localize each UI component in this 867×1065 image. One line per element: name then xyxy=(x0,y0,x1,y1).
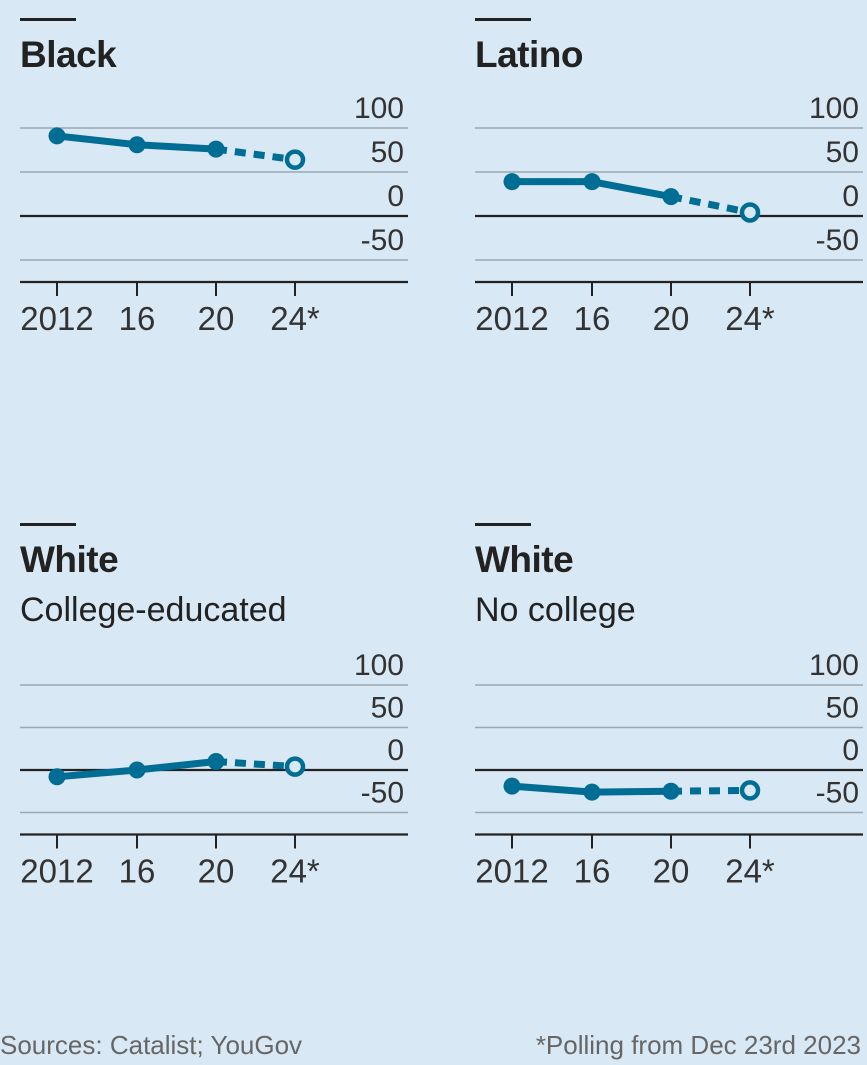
y-tick-label: 50 xyxy=(371,136,404,169)
y-tick-label: 100 xyxy=(354,92,404,125)
projected-point xyxy=(284,149,306,170)
data-point xyxy=(583,173,601,191)
x-tick-label: 20 xyxy=(198,300,235,337)
data-point xyxy=(128,761,146,779)
title-rule xyxy=(475,523,531,526)
line-chart-latino: 100 50 0 -50 2012 16 20 24* xyxy=(475,92,863,337)
x-tick-label: 2012 xyxy=(20,300,93,337)
data-point xyxy=(207,753,225,770)
y-tick-label: 0 xyxy=(842,734,859,767)
y-tick-label: -50 xyxy=(361,224,404,257)
x-tick-label: 20 xyxy=(653,300,690,337)
source-note: Sources: Catalist; YouGov xyxy=(0,1030,303,1060)
x-tick-label: 24* xyxy=(725,300,775,337)
data-point xyxy=(503,173,521,191)
panel-white-no-college: White No college 100 50 0 -50 2012 16 20 24* xyxy=(475,523,867,1023)
y-tick-label: -50 xyxy=(361,777,404,810)
x-tick-label: 24* xyxy=(270,300,320,337)
y-tick-label: -50 xyxy=(816,777,859,810)
title-rule xyxy=(475,18,531,21)
data-point xyxy=(48,768,66,786)
y-tick-label: 50 xyxy=(826,136,859,169)
x-tick-label: 2012 xyxy=(475,853,548,890)
line-chart-white-college: 100 50 0 -50 2012 16 20 24* xyxy=(20,649,408,890)
x-tick-label: 24* xyxy=(270,853,320,890)
x-tick-label: 16 xyxy=(119,853,156,890)
projected-line xyxy=(215,758,296,771)
projected-line xyxy=(215,145,296,164)
y-tick-label: 0 xyxy=(387,734,404,767)
y-tick-label: 50 xyxy=(826,692,859,725)
y-tick-label: 50 xyxy=(371,692,404,725)
x-tick-label: 20 xyxy=(653,853,690,890)
panel-latino: Latino 100 50 0 -50 2012 16 20 24* xyxy=(475,18,867,478)
x-tick-label: 24* xyxy=(725,853,775,890)
chart-title: Latino xyxy=(475,34,583,75)
x-tick-label: 16 xyxy=(119,300,156,337)
projected-line xyxy=(670,786,751,795)
x-tick-label: 20 xyxy=(198,853,235,890)
projected-point xyxy=(739,202,761,223)
data-point xyxy=(128,136,146,154)
x-tick-label: 16 xyxy=(574,300,611,337)
y-tick-label: 100 xyxy=(809,92,859,125)
chart-subtitle: No college xyxy=(475,591,636,629)
line-chart-black: 100 50 0 -50 2012 16 20 24* xyxy=(20,92,408,337)
y-tick-label: 100 xyxy=(809,649,859,682)
y-tick-label: 0 xyxy=(842,180,859,213)
x-tick-label: 16 xyxy=(574,853,611,890)
chart-subtitle: College-educated xyxy=(20,591,287,629)
y-tick-label: 100 xyxy=(354,649,404,682)
data-point xyxy=(583,783,601,801)
projected-point xyxy=(739,780,761,801)
title-rule xyxy=(20,18,76,21)
chart-title: White xyxy=(475,539,574,580)
chart-title: Black xyxy=(20,34,117,75)
x-tick-label: 2012 xyxy=(20,853,93,890)
data-point xyxy=(207,140,225,158)
y-tick-label: 0 xyxy=(387,180,404,213)
chart-title: White xyxy=(20,539,119,580)
projected-line xyxy=(670,193,751,216)
data-point xyxy=(662,782,680,800)
data-point xyxy=(503,777,521,795)
data-point xyxy=(662,188,680,206)
line-chart-white-no-college: 100 50 0 -50 2012 16 20 24* xyxy=(475,649,863,890)
panel-black: Black 100 50 0 -50 2012 16 20 24* xyxy=(20,18,430,478)
x-tick-label: 2012 xyxy=(475,300,548,337)
panel-white-college: White College-educated 100 50 0 -50 2012 16 20… xyxy=(20,523,430,1023)
title-rule xyxy=(20,523,76,526)
footnote: *Polling from Dec 23rd 2023 xyxy=(535,1030,861,1060)
projected-point xyxy=(284,756,306,777)
data-point xyxy=(48,127,66,145)
y-tick-label: -50 xyxy=(816,224,859,257)
